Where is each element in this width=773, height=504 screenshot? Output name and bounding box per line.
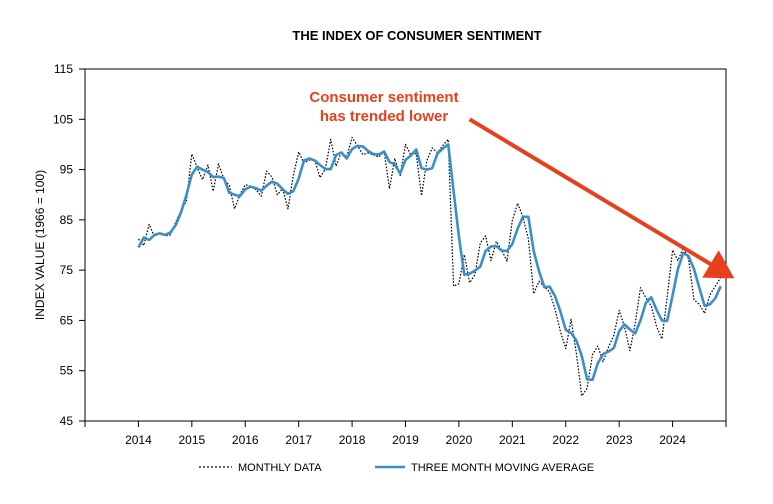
y-tick-label: 105 [53,112,73,126]
x-tick-label: 2023 [606,433,633,447]
series-monthly-data-line [137,136,722,397]
x-tick-label: 2016 [232,433,259,447]
x-axis: 2014 2015 2016 2017 2018 2019 2020 2021 2022 2023… [84,421,727,447]
x-tick-label: 2021 [499,433,526,447]
annotation-arrow [468,117,735,279]
x-tick-label: 2017 [285,433,312,447]
y-tick-label: 55 [60,364,74,378]
y-axis: 45 55 65 75 85 95 105 115 [53,62,85,428]
legend-label-moving-average: THREE MONTH MOVING AVERAGE [411,462,594,474]
chart-title: THE INDEX OF CONSUMER SENTIMENT [292,28,541,43]
x-tick-label: 2015 [178,433,205,447]
y-tick-label: 65 [60,313,74,327]
x-tick-label: 2014 [125,433,152,447]
y-axis-label: INDEX VALUE (1966 = 100) [33,170,47,320]
y-tick-label: 45 [60,414,74,428]
x-tick-label: 2022 [552,433,579,447]
annotation: Consumer sentiment has trended lower [309,89,735,279]
x-tick-label: 2019 [392,433,419,447]
series-layer [137,136,722,397]
x-tick-label: 2020 [446,433,473,447]
series-moving-average-line [137,143,722,382]
x-tick-label: 2018 [339,433,366,447]
y-tick-label: 115 [54,62,73,76]
y-tick-label: 75 [60,263,74,277]
y-tick-label: 85 [60,213,74,227]
x-tick-label: 2024 [659,433,686,447]
y-tick-label: 95 [60,163,74,177]
annotation-line-2: has trended lower [320,108,449,125]
legend: MONTHLY DATA THREE MONTH MOVING AVERAGE [199,462,594,474]
legend-label-monthly: MONTHLY DATA [238,462,322,474]
annotation-line-1: Consumer sentiment [309,89,458,106]
